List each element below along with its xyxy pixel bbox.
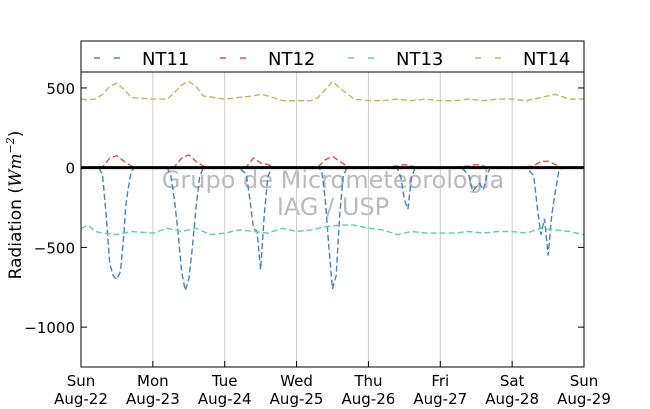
- watermark-line-1: Grupo de Micrometeorologia: [162, 166, 504, 194]
- y-axis-label-suffix: ): [6, 131, 26, 138]
- x-tick-day-label: Tue: [211, 372, 238, 390]
- y-axis-ticks: 500 0 −500 −1000: [24, 80, 584, 337]
- legend-label-nt12: NT12: [268, 49, 315, 70]
- x-tick-day-label: Sat: [500, 372, 525, 390]
- x-tick-day-label: Wed: [280, 372, 313, 390]
- x-tick-date-label: Aug-28: [485, 390, 539, 408]
- x-tick-day-label: Thu: [353, 372, 382, 390]
- x-tick-day-label: Mon: [137, 372, 169, 390]
- y-tick-label: 500: [46, 80, 75, 98]
- x-tick-day-label: Sun: [570, 372, 599, 390]
- x-tick-date-label: Aug-29: [557, 390, 611, 408]
- x-tick-day-label: Fri: [431, 372, 449, 390]
- legend-label-nt13: NT13: [396, 49, 443, 70]
- y-tick-label: −1000: [24, 319, 75, 337]
- x-tick-day-label: Sun: [67, 372, 96, 390]
- legend-box: [80, 40, 585, 73]
- y-tick-label: −500: [34, 239, 75, 257]
- y-tick-label: 0: [65, 160, 75, 178]
- legend-label-nt14: NT14: [523, 49, 570, 70]
- watermark: Grupo de Micrometeorologia IAG / USP: [162, 166, 504, 221]
- y-axis-label-exponent: −2: [4, 137, 17, 153]
- x-tick-date-label: Aug-24: [198, 390, 252, 408]
- series-line-nt13: [80, 224, 585, 236]
- watermark-line-2: IAG / USP: [277, 193, 389, 221]
- x-tick-date-label: Aug-27: [413, 390, 467, 408]
- x-tick-date-label: Aug-26: [342, 390, 396, 408]
- y-axis-label-prefix: Radiation (: [6, 187, 26, 279]
- series-line-nt14: [80, 80, 584, 102]
- x-axis-ticks: SunAug-22MonAug-23TueAug-24WedAug-25ThuA…: [54, 361, 611, 408]
- legend-label-nt11: NT11: [142, 49, 189, 70]
- x-tick-date-label: Aug-25: [270, 390, 324, 408]
- y-axis-label: Radiation (Wm−2): [4, 131, 26, 280]
- vertical-grid: [152, 72, 513, 367]
- legend: NT11 NT12 NT13 NT14: [80, 40, 585, 73]
- x-tick-date-label: Aug-22: [54, 390, 108, 408]
- x-tick-date-label: Aug-23: [126, 390, 180, 408]
- y-axis-label-unit: Wm: [6, 153, 26, 187]
